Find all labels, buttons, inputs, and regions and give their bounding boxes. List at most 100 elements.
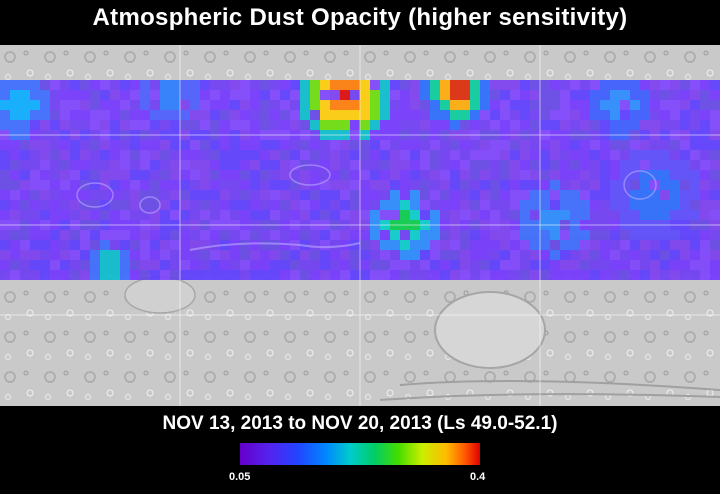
dust-cell xyxy=(690,240,700,250)
dust-cell xyxy=(200,240,210,250)
dust-cell xyxy=(260,240,270,250)
dust-cell xyxy=(310,210,320,220)
dust-cell xyxy=(560,140,570,150)
dust-cell xyxy=(480,190,490,200)
dust-cell xyxy=(620,250,630,260)
dust-cell xyxy=(120,270,130,280)
dust-cell xyxy=(480,270,490,280)
dust-cell xyxy=(550,170,560,180)
dust-cell xyxy=(30,150,40,160)
dust-cell xyxy=(250,100,260,110)
dust-cell xyxy=(230,190,240,200)
dust-cell xyxy=(710,190,720,200)
dust-cell xyxy=(580,260,590,270)
dust-cell xyxy=(610,120,620,130)
dust-cell xyxy=(710,110,720,120)
dust-cell xyxy=(500,120,510,130)
dust-cell xyxy=(600,270,610,280)
dust-cell xyxy=(280,100,290,110)
dust-cell xyxy=(140,250,150,260)
dust-cell xyxy=(460,80,470,90)
dust-cell xyxy=(350,200,360,210)
dust-cell xyxy=(400,170,410,180)
dust-cell xyxy=(340,230,350,240)
dust-cell xyxy=(670,80,680,90)
dust-cell xyxy=(300,200,310,210)
dust-cell xyxy=(360,90,370,100)
dust-cell xyxy=(220,160,230,170)
dust-cell xyxy=(350,170,360,180)
dust-cell xyxy=(450,170,460,180)
dust-cell xyxy=(610,170,620,180)
dust-cell xyxy=(30,270,40,280)
dust-cell xyxy=(510,190,520,200)
dust-cell xyxy=(460,110,470,120)
dust-cell xyxy=(710,180,720,190)
dust-cell xyxy=(490,190,500,200)
dust-cell xyxy=(170,180,180,190)
dust-cell xyxy=(600,250,610,260)
dust-cell xyxy=(580,200,590,210)
dust-cell xyxy=(420,160,430,170)
dust-cell xyxy=(400,150,410,160)
dust-cell xyxy=(660,270,670,280)
dust-cell xyxy=(280,140,290,150)
dust-cell xyxy=(240,120,250,130)
dust-cell xyxy=(310,190,320,200)
dust-cell xyxy=(520,100,530,110)
dust-cell xyxy=(500,200,510,210)
dust-cell xyxy=(260,120,270,130)
dust-cell xyxy=(330,120,340,130)
dust-cell xyxy=(330,250,340,260)
dust-cell xyxy=(100,160,110,170)
dust-cell xyxy=(640,260,650,270)
dust-cell xyxy=(220,80,230,90)
dust-cell xyxy=(120,230,130,240)
dust-cell xyxy=(540,150,550,160)
dust-cell xyxy=(90,210,100,220)
dust-cell xyxy=(50,120,60,130)
dust-cell xyxy=(150,100,160,110)
dust-cell xyxy=(580,190,590,200)
dust-cell xyxy=(680,190,690,200)
dust-cell xyxy=(130,90,140,100)
dust-cell xyxy=(380,210,390,220)
dust-cell xyxy=(250,160,260,170)
dust-cell xyxy=(70,270,80,280)
dust-cell xyxy=(590,270,600,280)
dust-cell xyxy=(540,230,550,240)
dust-cell xyxy=(630,90,640,100)
dust-cell xyxy=(360,230,370,240)
dust-cell xyxy=(390,160,400,170)
dust-cell xyxy=(100,150,110,160)
dust-cell xyxy=(170,270,180,280)
dust-cell xyxy=(120,170,130,180)
dust-cell xyxy=(160,170,170,180)
dust-cell xyxy=(510,170,520,180)
dust-cell xyxy=(520,80,530,90)
dust-cell xyxy=(440,80,450,90)
dust-cell xyxy=(170,90,180,100)
dust-cell xyxy=(360,210,370,220)
dust-cell xyxy=(460,160,470,170)
dust-cell xyxy=(100,120,110,130)
dust-cell xyxy=(280,170,290,180)
dust-cell xyxy=(510,140,520,150)
dust-cell xyxy=(240,90,250,100)
dust-cell xyxy=(540,260,550,270)
dust-cell xyxy=(700,190,710,200)
dust-cell xyxy=(70,240,80,250)
dust-cell xyxy=(620,80,630,90)
dust-cell xyxy=(550,110,560,120)
dust-cell xyxy=(290,160,300,170)
dust-cell xyxy=(670,250,680,260)
dust-cell xyxy=(640,150,650,160)
mars-dust-map xyxy=(0,45,720,406)
dust-cell xyxy=(560,160,570,170)
volcano-relief xyxy=(76,182,114,208)
dust-cell xyxy=(60,240,70,250)
dust-cell xyxy=(520,90,530,100)
dust-cell xyxy=(710,160,720,170)
dust-cell xyxy=(560,230,570,240)
dust-cell xyxy=(90,200,100,210)
